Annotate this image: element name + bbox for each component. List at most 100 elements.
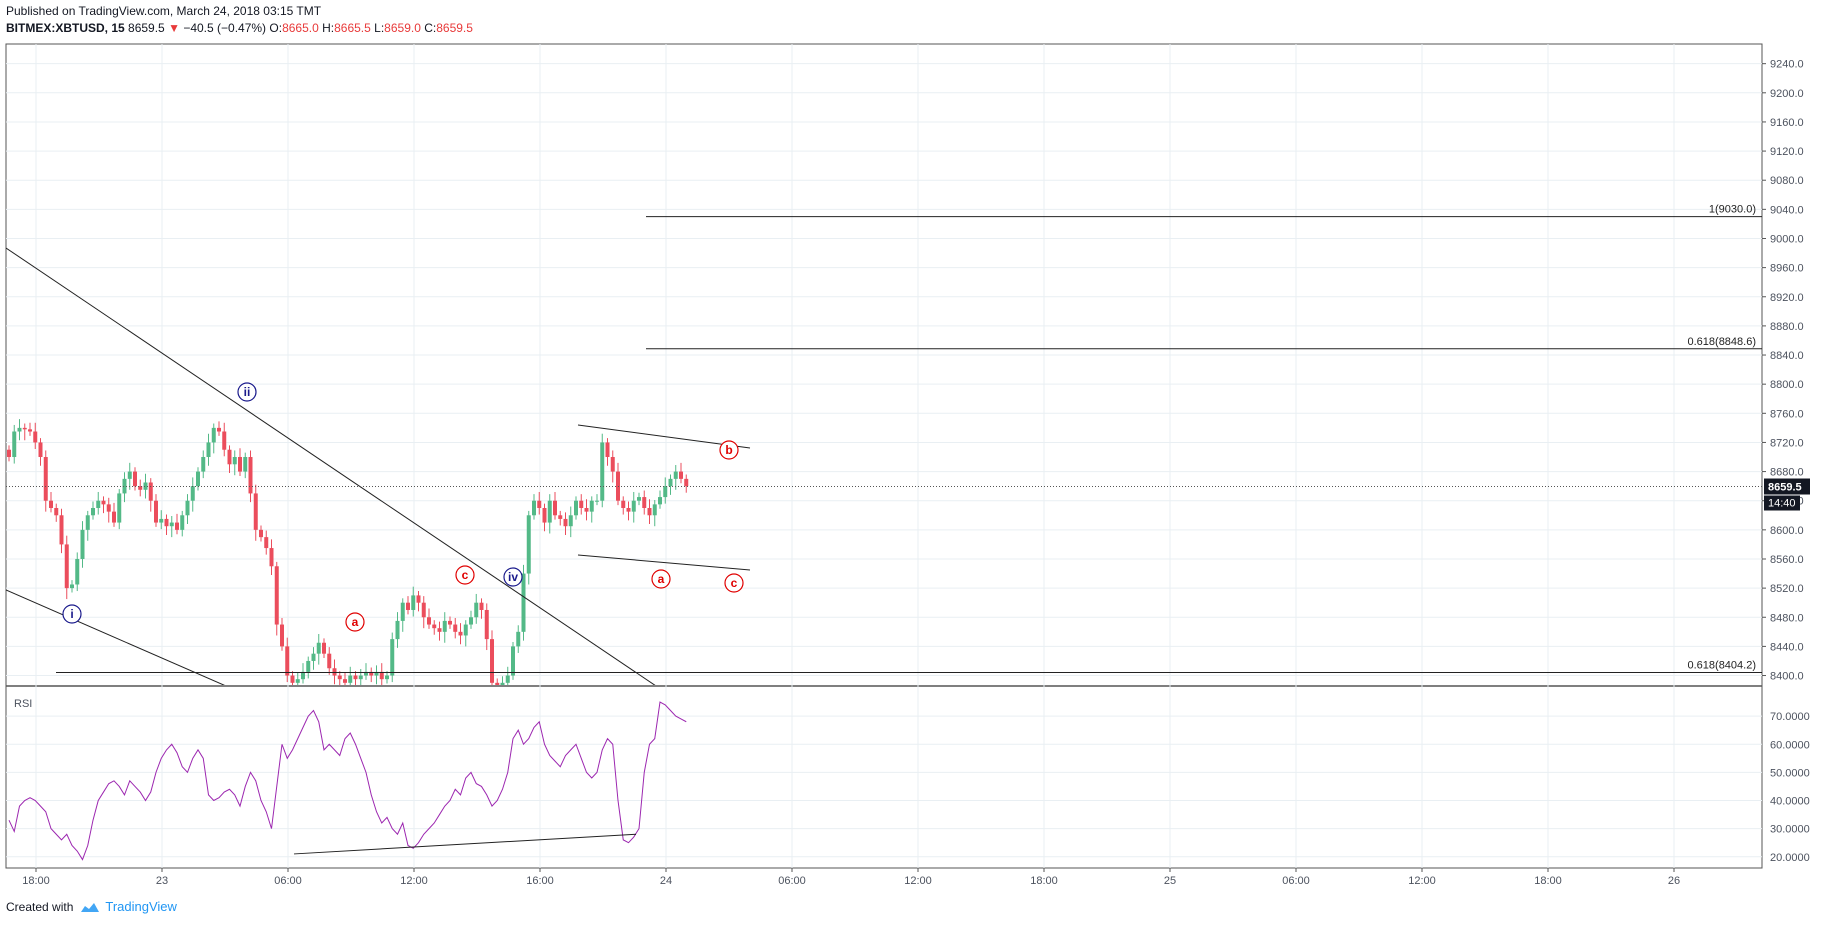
candle-body <box>668 478 673 487</box>
wave-label-text: iv <box>508 570 518 584</box>
rsi-axis-label: 30.0000 <box>1770 824 1810 836</box>
wave-label-text: c <box>731 576 738 590</box>
candle-body <box>70 584 74 589</box>
fib-label: 0.618(8848.6) <box>1688 336 1757 348</box>
candle-body <box>59 515 64 545</box>
candle-body <box>196 471 200 487</box>
candle-body <box>91 507 95 516</box>
price-label: 9120.0 <box>1770 146 1804 158</box>
candle-body <box>637 497 641 501</box>
candle-body <box>117 493 122 523</box>
candle-body <box>211 427 216 443</box>
candle-body <box>327 653 332 669</box>
wave-label-text: a <box>352 615 359 629</box>
symbol-name[interactable]: BITMEX:XBTUSD, 15 <box>6 21 125 35</box>
candle-body <box>227 449 232 465</box>
candle-body <box>595 500 599 502</box>
candle-body <box>259 529 263 538</box>
candle-body <box>631 500 636 512</box>
candle-body <box>684 478 689 487</box>
rsi-axis-label: 20.0000 <box>1770 852 1810 864</box>
candle-body <box>22 427 27 430</box>
candle-body <box>43 457 48 501</box>
candle-body <box>127 471 132 479</box>
rsi-label: RSI <box>14 698 32 710</box>
cloud-icon <box>81 902 100 912</box>
price-label: 8840.0 <box>1770 350 1804 362</box>
wave-label-text: ii <box>244 385 251 399</box>
candle-body <box>264 537 269 549</box>
fib-label: 0.618(8404.2) <box>1688 659 1757 671</box>
candle-body <box>96 500 101 508</box>
close-value: 8659.5 <box>436 21 473 35</box>
candle-body <box>427 617 431 625</box>
candle-body <box>169 522 174 527</box>
candle-body <box>463 624 468 636</box>
open-label: O: <box>269 21 283 35</box>
high-label: H: <box>322 21 335 35</box>
candle-body <box>295 679 300 683</box>
candle-body <box>526 515 531 574</box>
candle-body <box>505 675 510 683</box>
candle-body <box>589 500 594 512</box>
candle-body <box>521 573 526 632</box>
time-label: 18:00 <box>1534 875 1562 887</box>
candle-body <box>448 620 452 625</box>
candle-body <box>442 620 447 632</box>
price-label: 8760.0 <box>1770 408 1804 420</box>
price-label: 8680.0 <box>1770 467 1804 479</box>
candle-body <box>285 646 290 676</box>
candle-body <box>348 675 353 683</box>
candle-body <box>542 507 547 523</box>
candle-body <box>610 457 615 472</box>
candle-body <box>579 500 584 508</box>
price-label: 8520.0 <box>1770 583 1804 595</box>
rsi-line <box>8 701 687 861</box>
candle-body <box>316 642 321 654</box>
candle-body <box>269 548 274 567</box>
wave-label-circle <box>237 382 257 402</box>
candle-body <box>553 500 557 516</box>
low-label: L: <box>374 21 385 35</box>
footer: Created with TradingView <box>6 899 177 914</box>
candle-body <box>369 671 374 676</box>
candle-body <box>201 457 206 472</box>
candle-body <box>64 544 69 589</box>
time-label: 12:00 <box>904 875 932 887</box>
candle-body <box>385 675 389 680</box>
candle-body <box>516 631 521 647</box>
candle-body <box>679 471 683 479</box>
open-value: 8665.0 <box>282 21 319 35</box>
candle-body <box>112 511 116 523</box>
candle-body <box>390 639 395 676</box>
symbol-bar: BITMEX:XBTUSD, 15 8659.5 ▼ −40.5 (−0.47%… <box>6 21 473 35</box>
price-label: 8720.0 <box>1770 437 1804 449</box>
time-label: 06:00 <box>778 875 806 887</box>
low-value: 8659.0 <box>384 21 421 35</box>
tradingview-brand: TradingView <box>105 899 177 914</box>
candle-body <box>7 449 11 458</box>
candle-body <box>411 595 416 610</box>
candle-body <box>626 507 631 512</box>
candle-body <box>75 558 80 585</box>
candle-body <box>243 457 248 472</box>
candle-body <box>364 671 368 676</box>
countdown-badge <box>1764 495 1800 511</box>
candle-body <box>80 529 85 559</box>
time-label: 12:00 <box>1408 875 1436 887</box>
wave-label-text: a <box>658 572 665 586</box>
plot-frame <box>5 43 1763 869</box>
candle-body <box>38 442 43 458</box>
price-label: 9200.0 <box>1770 88 1804 100</box>
tradingview-logo[interactable]: TradingView <box>79 899 177 914</box>
high-value: 8665.5 <box>334 21 371 35</box>
price-label: 8400.0 <box>1770 671 1804 683</box>
candles-group <box>6 247 751 685</box>
price-label: 8600.0 <box>1770 525 1804 537</box>
trendline <box>6 589 225 685</box>
candle-body <box>133 471 137 487</box>
price-label: 9160.0 <box>1770 117 1804 129</box>
candle-body <box>33 431 38 443</box>
change-value: −40.5 (−0.47%) <box>183 21 267 35</box>
